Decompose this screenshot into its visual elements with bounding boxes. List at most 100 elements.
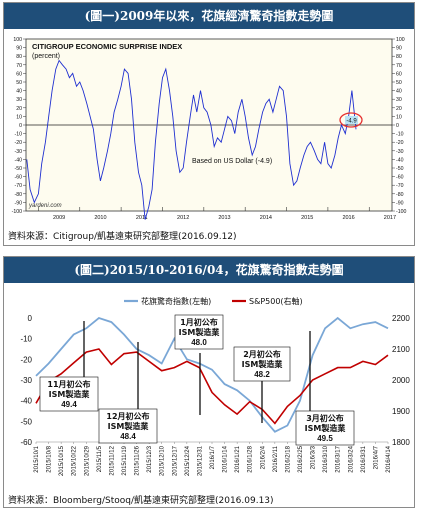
chart1-ytick-label-left: -70 <box>15 183 23 189</box>
chart2-xtick-label: 2016/3/3 <box>311 445 317 469</box>
chart2-xtick-label: 2015/12/10 <box>160 445 166 476</box>
chart1-ytick-label-right: -70 <box>396 183 404 189</box>
chart1-ytick-label-left: 90 <box>16 46 22 52</box>
chart2-annotation-box <box>98 408 158 444</box>
chart1-xtick-label: 2014 <box>260 215 272 221</box>
chart1-ytick-label-right: 100 <box>396 37 405 43</box>
chart1-ytick-label-right: -80 <box>396 192 404 198</box>
chart2-annotation-line2: ISM製造業 <box>242 359 284 369</box>
chart1-svg: -100 -100-90 -90-80 -80-70 -70-60 -60-50 -50-4… <box>12 37 407 221</box>
chart1-watermark: yardeni.com <box>28 203 62 209</box>
chart1-ytick-label-right: -100 <box>396 209 406 215</box>
chart2-xtick-label: 2016/2/11 <box>273 445 279 472</box>
chart1-xtick-label: 2010 <box>94 215 106 221</box>
chart2-yright-label: 2200 <box>392 314 410 323</box>
chart2-yright-label: 2000 <box>392 376 410 385</box>
chart2-yleft-label: -60 <box>20 438 32 447</box>
chart1-ytick-label-right: 50 <box>396 80 402 86</box>
chart1-end-value: -4.9 <box>346 119 357 125</box>
chart2-yleft-label: -40 <box>20 397 32 406</box>
chart2-yright-label: 1900 <box>392 407 410 416</box>
chart2-xtick-label: 2015/10/8 <box>47 445 53 472</box>
chart2-xtick-label: 2016/1/14 <box>223 445 229 472</box>
chart1-ytick-label-right: -90 <box>396 200 404 206</box>
chart1-xtick-label: 2012 <box>177 215 189 221</box>
chart2-xtick-label: 2015/12/17 <box>172 445 178 476</box>
chart1-ytick-label-right: 60 <box>396 71 402 77</box>
chart1-xtick-label: 2013 <box>218 215 230 221</box>
chart1-ytick-label-left: -90 <box>15 200 23 206</box>
chart1-xtick-label: 2016 <box>342 215 354 221</box>
chart2-annotation-box <box>174 314 224 350</box>
chart1-ytick-label-right: -30 <box>396 149 404 155</box>
chart1-ytick-label-right: 20 <box>396 106 402 112</box>
chart2-xtick-label: 2016/2/4 <box>260 445 266 469</box>
chart2-annotation-line1: 11月初公布 <box>47 379 90 389</box>
chart2-sp500-line <box>35 348 389 425</box>
chart1-ytick-label-right: 90 <box>396 46 402 52</box>
chart1-ytick-label-left: -40 <box>15 157 23 163</box>
chart2-xtick-label: 2016/3/24 <box>348 445 354 472</box>
chart2-surprise-line <box>35 316 389 433</box>
chart2-xtick-label: 2015/11/12 <box>109 445 115 475</box>
chart1-ytick-label-left: -80 <box>15 192 23 198</box>
chart2-annotation-line1: 2月初公布 <box>243 349 281 359</box>
chart2-xtick-label: 2016/1/28 <box>248 445 254 472</box>
chart1-ytick-label-right: 70 <box>396 63 402 69</box>
chart1-series-line <box>26 59 357 220</box>
chart2-xtick-label: 2016/4/7 <box>373 445 379 469</box>
chart2-xtick-label: 2015/12/24 <box>185 445 191 476</box>
chart1-ytick-label-right: -10 <box>396 132 404 138</box>
chart2-panel: (圖二)2015/10-2016/04，花旗驚奇指數走勢圖 0 -10 -20 -30… <box>3 256 415 508</box>
chart2-xtick-label: 2015/12/3 <box>147 445 153 472</box>
chart1-banner: (圖一)2009年以來，花旗經濟驚奇指數走勢圖 <box>4 3 414 29</box>
chart2-yleft-label: 0 <box>28 314 33 323</box>
chart1-ytick-label-left: -100 <box>12 209 22 215</box>
chart1-ytick-label-left: 40 <box>16 89 22 95</box>
chart2-xtick-label: 2015/10/15 <box>59 445 65 476</box>
chart1-ytick-label-left: 100 <box>13 37 22 43</box>
chart1-ytick-label-left: 80 <box>16 54 22 60</box>
chart1-panel: (圖一)2009年以來，花旗經濟驚奇指數走勢圖 -100 -100 -90 -90 -8… <box>3 2 415 246</box>
chart2-annotation-line1: 1月初公布 <box>180 317 218 327</box>
chart2-xtick-label: 2015/11/26 <box>135 445 141 475</box>
chart2-annotation-line2: ISM製造業 <box>108 421 150 431</box>
chart2-yleft-label: -30 <box>20 376 32 385</box>
chart2-xtick-label: 2015/12/31 <box>197 445 203 476</box>
chart1-ytick-label-right: -40 <box>396 157 404 163</box>
chart2-xtick-label: 2015/10/1 <box>34 445 40 472</box>
chart1-xtick-label: 2009 <box>53 215 65 221</box>
legend-label-sp500: S&P500(右軸) <box>249 296 303 306</box>
chart2-xtick-label: 2015/11/19 <box>122 445 128 475</box>
chart2-svg: 0 -10 -20 -30 -40 -50 -60 1800 1900 2000 2100 2200… <box>20 296 410 476</box>
chart2-yright-label: 1800 <box>392 438 410 447</box>
chart2-xtick-label: 2016/1/21 <box>235 445 241 472</box>
chart1-ytick-label-right: 0 <box>396 123 399 129</box>
chart1-xtick-label: 2017 <box>384 215 396 221</box>
chart1-ytick-label-left: 0 <box>19 123 22 129</box>
legend-label-surprise: 花旗驚奇指數(左軸) <box>141 296 211 306</box>
chart1-ytick-label-left: -30 <box>15 149 23 155</box>
chart1-ytick-label-left: -60 <box>15 175 23 181</box>
chart1-ytick-label-right: -20 <box>396 140 404 146</box>
chart1-ytick-label-left: 20 <box>16 106 22 112</box>
chart2-yleft-label: -50 <box>20 417 32 426</box>
chart2-annotation-line2: ISM製造業 <box>49 389 91 399</box>
chart2-xtick-label: 2016/2/18 <box>285 445 291 472</box>
chart2-annotation-line1: 3月初公布 <box>306 413 344 423</box>
chart1-ytick-label-right: 80 <box>396 54 402 60</box>
chart2-xtick-label: 2016/3/10 <box>323 445 329 472</box>
chart2-annotation-value: 48.0 <box>191 338 207 347</box>
chart1-ytick-label-right: -50 <box>396 166 404 172</box>
chart2-xtick-label: 2016/3/31 <box>361 445 367 472</box>
chart1-note: Based on US Dollar (-4.9) <box>192 158 272 165</box>
chart2-xtick-label: 2015/10/22 <box>72 445 78 476</box>
chart1-ytick-label-left: 50 <box>16 80 22 86</box>
chart2-annotation-line2: ISM製造業 <box>305 423 347 433</box>
chart2-xtick-label: 2015/11/5 <box>97 445 103 472</box>
chart1-ytick-label-right: 30 <box>396 97 402 103</box>
